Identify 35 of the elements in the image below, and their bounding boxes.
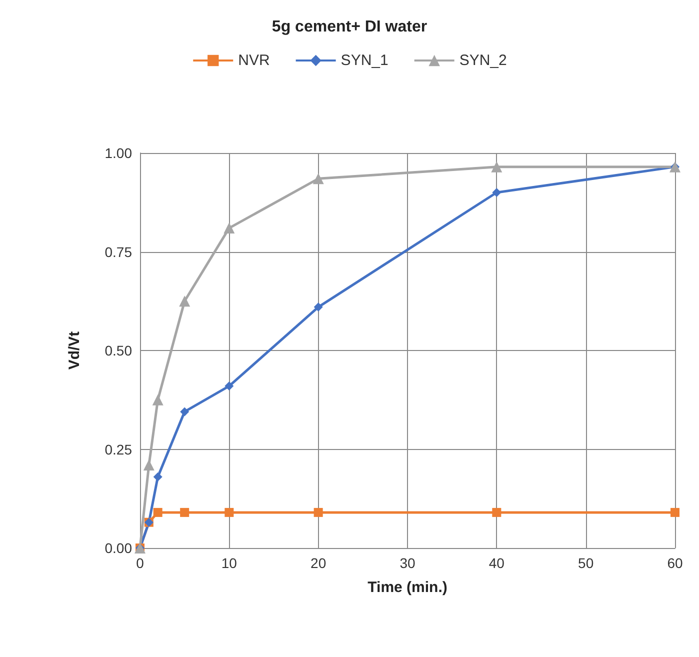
x-tick-label: 10 bbox=[221, 555, 238, 571]
point bbox=[670, 508, 680, 517]
point bbox=[180, 508, 190, 517]
y-tick-label: 1.00 bbox=[104, 145, 132, 161]
point bbox=[179, 296, 190, 307]
point bbox=[492, 188, 502, 197]
point bbox=[153, 508, 162, 517]
y-tick-label: 0.75 bbox=[104, 244, 132, 260]
x-tick-label: 20 bbox=[310, 555, 326, 571]
point bbox=[314, 508, 323, 517]
legend-label: NVR bbox=[238, 52, 270, 69]
point bbox=[314, 302, 323, 312]
legend-label: SYN_1 bbox=[340, 52, 388, 69]
x-tick-label: 30 bbox=[400, 555, 416, 571]
point bbox=[153, 472, 162, 482]
point bbox=[224, 508, 234, 517]
point bbox=[180, 407, 190, 416]
chart-title: 5g cement+ DI water bbox=[272, 18, 428, 36]
point bbox=[312, 173, 324, 184]
y-axis-title: Vd/Vt bbox=[66, 331, 83, 370]
x-tick-label: 40 bbox=[488, 555, 505, 571]
point bbox=[224, 382, 234, 391]
y-tick-label: 0.25 bbox=[104, 441, 132, 458]
legend-label: SYN_2 bbox=[459, 52, 507, 69]
point bbox=[491, 161, 502, 172]
point bbox=[224, 222, 235, 234]
point bbox=[143, 460, 154, 471]
y-tick-label: 0.50 bbox=[104, 342, 132, 358]
x-tick-label: 50 bbox=[578, 555, 594, 571]
point bbox=[492, 508, 502, 517]
x-tick-label: 60 bbox=[667, 555, 683, 571]
x-axis-title: Time (min.) bbox=[368, 579, 448, 596]
x-tick-label: 0 bbox=[136, 555, 144, 571]
point bbox=[152, 394, 164, 406]
y-tick-label: 0.00 bbox=[104, 540, 132, 556]
